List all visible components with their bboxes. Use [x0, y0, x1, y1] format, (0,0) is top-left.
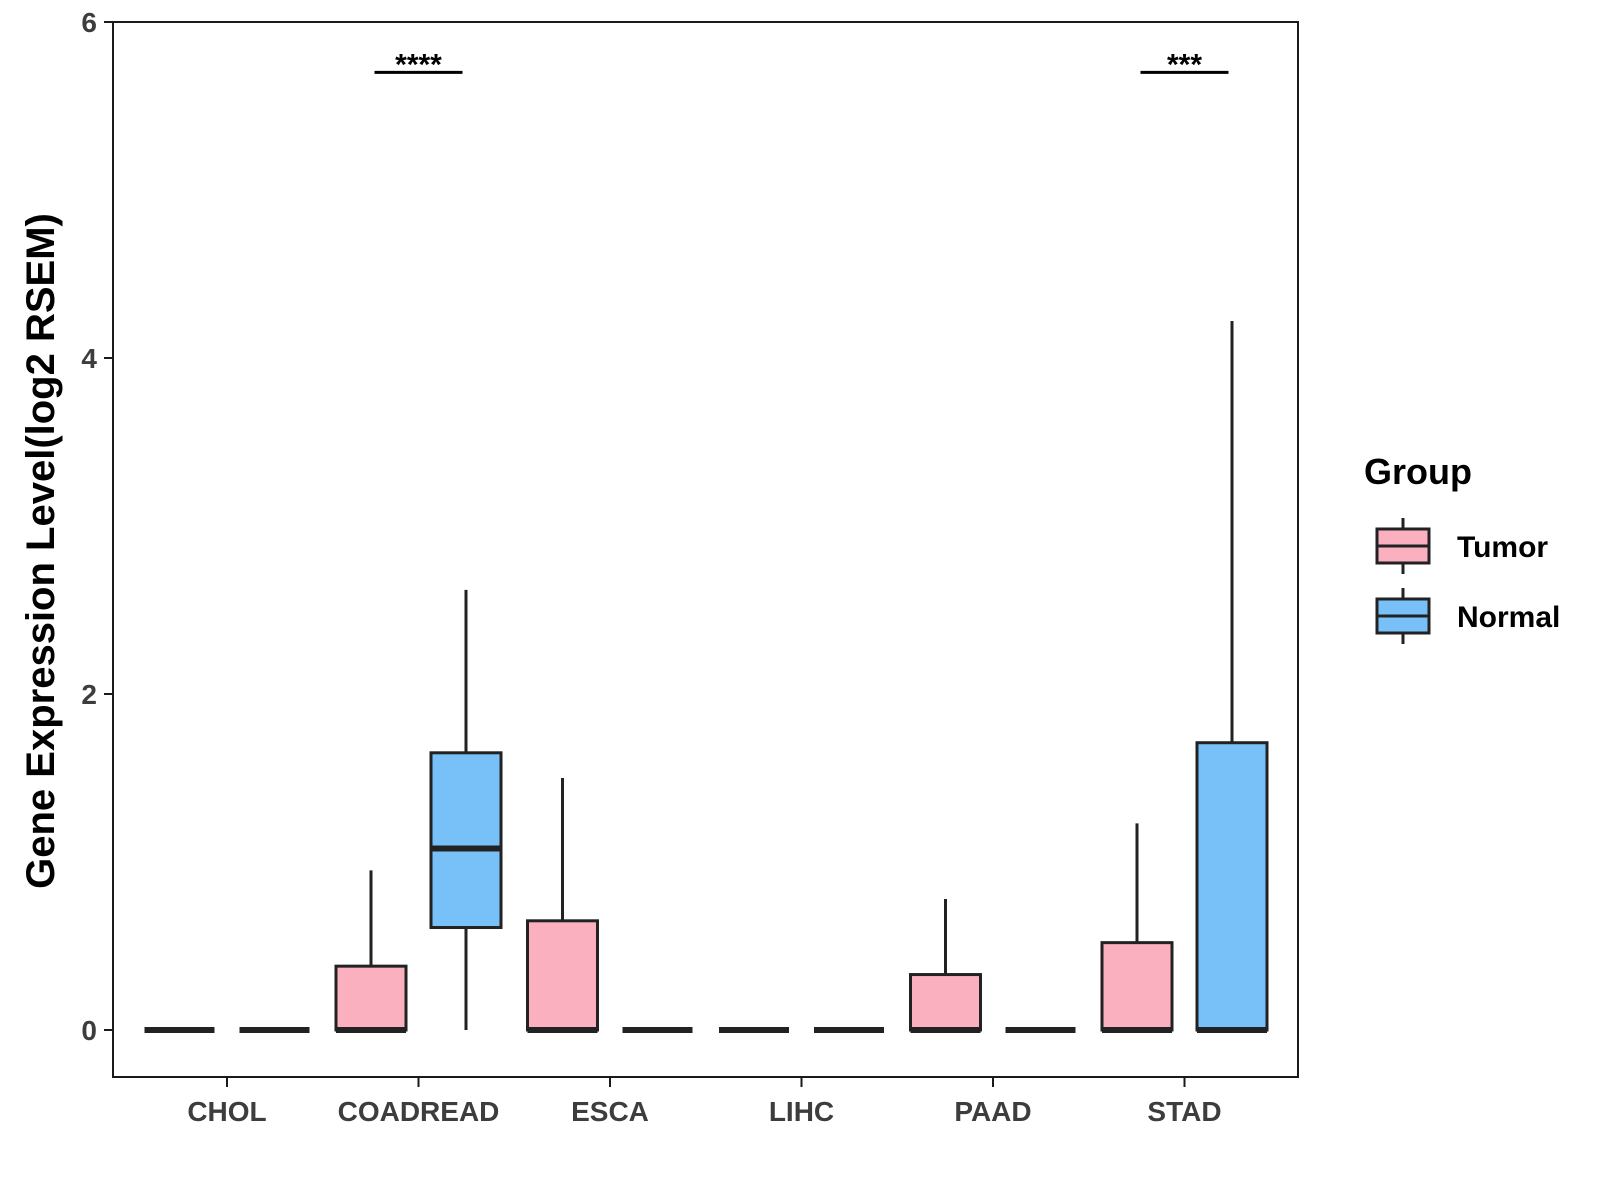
y-tick-label: 0: [81, 1015, 97, 1046]
box-body: [1100, 941, 1174, 1032]
x-tick-label: STAD: [1147, 1096, 1221, 1127]
x-tick-label: ESCA: [571, 1096, 649, 1127]
y-tick-label: 6: [81, 7, 97, 38]
x-tick-label: PAAD: [954, 1096, 1031, 1127]
legend-label: Normal: [1457, 601, 1560, 634]
box-normal-stad: [1195, 321, 1269, 1033]
x-tick-label: COADREAD: [338, 1096, 500, 1127]
legend-title: Group: [1364, 451, 1472, 492]
significance-label: ****: [395, 48, 442, 81]
plot-panel-border: [112, 21, 1299, 1078]
significance-annotations: **** ***: [374, 48, 1229, 81]
y-tick-label: 2: [81, 679, 97, 710]
box-tumor-esca: [526, 778, 599, 1033]
x-tick-label: CHOL: [187, 1096, 266, 1127]
legend: Group Tumor Normal: [1364, 451, 1560, 644]
significance-label: ***: [1167, 48, 1202, 81]
box-tumor-paad: [909, 898, 982, 1033]
box-body: [429, 751, 503, 930]
y-tick-label: 4: [81, 343, 97, 374]
box-body: [526, 919, 599, 1032]
box-series-group: [144, 321, 1269, 1033]
box-body: [909, 973, 982, 1032]
legend-item-normal: Normal: [1375, 588, 1560, 644]
y-axis: 0 2 4 6: [81, 7, 113, 1046]
box-body: [334, 964, 408, 1032]
box-tumor-stad: [1100, 823, 1174, 1033]
x-tick-label: LIHC: [769, 1096, 834, 1127]
legend-label: Tumor: [1457, 531, 1548, 564]
box-body: [1195, 741, 1269, 1032]
y-axis-title: Gene Expression Level(log2 RSEM): [19, 213, 63, 889]
box-tumor-coadread: [334, 870, 408, 1033]
box-normal-coadread: [429, 589, 503, 1030]
legend-item-tumor: Tumor: [1375, 518, 1548, 574]
x-axis: CHOL COADREAD ESCA LIHC PAAD STAD: [187, 1077, 1222, 1127]
